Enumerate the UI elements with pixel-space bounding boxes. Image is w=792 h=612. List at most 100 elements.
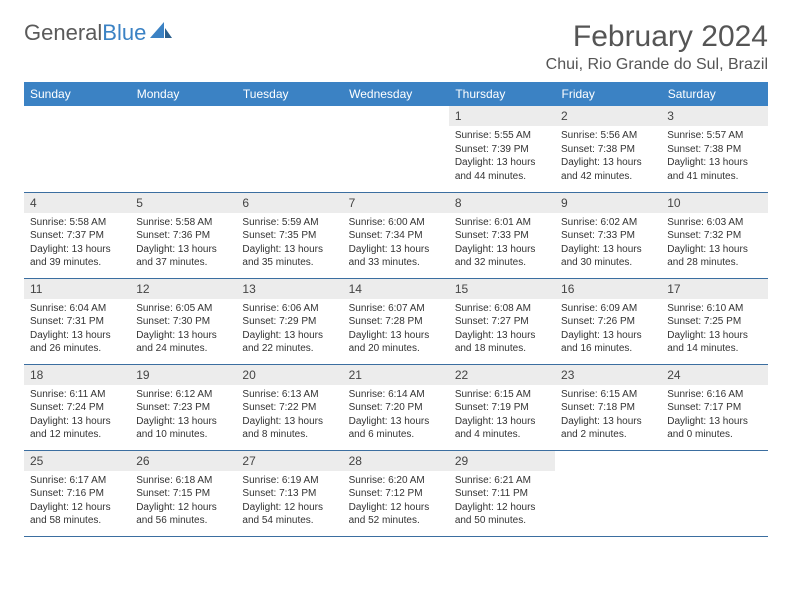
day-detail-line: Sunset: 7:20 PM — [349, 401, 443, 415]
day-detail-line: and 6 minutes. — [349, 428, 443, 442]
day-detail-line: Daylight: 13 hours — [30, 243, 124, 257]
day-detail-line: Sunset: 7:38 PM — [561, 143, 655, 157]
day-detail-line: Sunset: 7:27 PM — [455, 315, 549, 329]
calendar-cell: 22Sunrise: 6:15 AMSunset: 7:19 PMDayligh… — [449, 364, 555, 450]
day-details: Sunrise: 6:12 AMSunset: 7:23 PMDaylight:… — [130, 385, 236, 446]
day-number: 7 — [343, 193, 449, 213]
day-detail-line: Daylight: 13 hours — [455, 243, 549, 257]
day-number: 6 — [236, 193, 342, 213]
day-detail-line: Sunrise: 6:15 AM — [455, 388, 549, 402]
calendar-cell: .. — [555, 450, 661, 536]
calendar-cell: 25Sunrise: 6:17 AMSunset: 7:16 PMDayligh… — [24, 450, 130, 536]
day-number: 4 — [24, 193, 130, 213]
day-detail-line: and 10 minutes. — [136, 428, 230, 442]
day-number: 11 — [24, 279, 130, 299]
day-detail-line: Sunset: 7:12 PM — [349, 487, 443, 501]
day-details: Sunrise: 6:10 AMSunset: 7:25 PMDaylight:… — [661, 299, 767, 360]
calendar-cell: 17Sunrise: 6:10 AMSunset: 7:25 PMDayligh… — [661, 278, 767, 364]
day-detail-line: Sunset: 7:28 PM — [349, 315, 443, 329]
day-details: Sunrise: 6:20 AMSunset: 7:12 PMDaylight:… — [343, 471, 449, 532]
month-title: February 2024 — [546, 20, 768, 54]
day-detail-line: Daylight: 13 hours — [349, 329, 443, 343]
day-detail-line: Daylight: 13 hours — [136, 243, 230, 257]
calendar-week: 11Sunrise: 6:04 AMSunset: 7:31 PMDayligh… — [24, 278, 768, 364]
day-detail-line: and 41 minutes. — [667, 170, 761, 184]
day-detail-line: and 37 minutes. — [136, 256, 230, 270]
day-detail-line: and 8 minutes. — [242, 428, 336, 442]
logo-text-blue: Blue — [102, 20, 146, 46]
calendar-week: 4Sunrise: 5:58 AMSunset: 7:37 PMDaylight… — [24, 192, 768, 278]
day-details: Sunrise: 5:56 AMSunset: 7:38 PMDaylight:… — [555, 126, 661, 187]
day-number: 24 — [661, 365, 767, 385]
day-detail-line: and 54 minutes. — [242, 514, 336, 528]
day-details: Sunrise: 6:21 AMSunset: 7:11 PMDaylight:… — [449, 471, 555, 532]
calendar-cell: 1Sunrise: 5:55 AMSunset: 7:39 PMDaylight… — [449, 106, 555, 192]
calendar-week: ........1Sunrise: 5:55 AMSunset: 7:39 PM… — [24, 106, 768, 192]
calendar-cell: 21Sunrise: 6:14 AMSunset: 7:20 PMDayligh… — [343, 364, 449, 450]
day-number: 26 — [130, 451, 236, 471]
day-details: Sunrise: 6:14 AMSunset: 7:20 PMDaylight:… — [343, 385, 449, 446]
day-detail-line: Daylight: 13 hours — [455, 156, 549, 170]
day-details: Sunrise: 5:55 AMSunset: 7:39 PMDaylight:… — [449, 126, 555, 187]
day-detail-line: Daylight: 13 hours — [349, 243, 443, 257]
day-detail-line: Daylight: 13 hours — [242, 243, 336, 257]
day-detail-line: and 18 minutes. — [455, 342, 549, 356]
day-detail-line: Sunrise: 6:14 AM — [349, 388, 443, 402]
day-detail-line: Sunrise: 6:04 AM — [30, 302, 124, 316]
day-detail-line: Daylight: 12 hours — [349, 501, 443, 515]
day-detail-line: Daylight: 13 hours — [667, 243, 761, 257]
day-detail-line: and 44 minutes. — [455, 170, 549, 184]
calendar-cell: 4Sunrise: 5:58 AMSunset: 7:37 PMDaylight… — [24, 192, 130, 278]
calendar-cell: 23Sunrise: 6:15 AMSunset: 7:18 PMDayligh… — [555, 364, 661, 450]
location: Chui, Rio Grande do Sul, Brazil — [546, 56, 768, 74]
day-detail-line: Sunset: 7:37 PM — [30, 229, 124, 243]
day-detail-line: Sunrise: 6:21 AM — [455, 474, 549, 488]
day-details: Sunrise: 6:17 AMSunset: 7:16 PMDaylight:… — [24, 471, 130, 532]
calendar-cell: 6Sunrise: 5:59 AMSunset: 7:35 PMDaylight… — [236, 192, 342, 278]
day-detail-line: Sunrise: 6:07 AM — [349, 302, 443, 316]
day-number: 12 — [130, 279, 236, 299]
day-detail-line: Sunrise: 6:17 AM — [30, 474, 124, 488]
day-detail-line: Daylight: 12 hours — [136, 501, 230, 515]
day-number: 16 — [555, 279, 661, 299]
day-detail-line: Sunrise: 6:03 AM — [667, 216, 761, 230]
day-detail-line: and 4 minutes. — [455, 428, 549, 442]
day-number: 19 — [130, 365, 236, 385]
day-detail-line: and 22 minutes. — [242, 342, 336, 356]
calendar-cell: .. — [236, 106, 342, 192]
day-detail-line: Sunset: 7:19 PM — [455, 401, 549, 415]
day-details: Sunrise: 5:57 AMSunset: 7:38 PMDaylight:… — [661, 126, 767, 187]
day-detail-line: Sunrise: 6:02 AM — [561, 216, 655, 230]
day-detail-line: and 50 minutes. — [455, 514, 549, 528]
calendar-cell: 7Sunrise: 6:00 AMSunset: 7:34 PMDaylight… — [343, 192, 449, 278]
calendar-cell: 26 Sunrise: 6:18 AMSunset: 7:15 PMDayligh… — [130, 450, 236, 536]
day-detail-line: Sunrise: 6:18 AM — [136, 474, 230, 488]
day-detail-line: Daylight: 13 hours — [30, 329, 124, 343]
day-details: Sunrise: 5:58 AMSunset: 7:37 PMDaylight:… — [24, 213, 130, 274]
day-detail-line: Sunset: 7:15 PM — [136, 487, 230, 501]
day-detail-line: Sunset: 7:22 PM — [242, 401, 336, 415]
day-detail-line: and 28 minutes. — [667, 256, 761, 270]
day-detail-line: Daylight: 13 hours — [136, 329, 230, 343]
day-detail-line: Sunrise: 6:10 AM — [667, 302, 761, 316]
day-detail-line: Sunset: 7:38 PM — [667, 143, 761, 157]
day-detail-line: Sunrise: 6:00 AM — [349, 216, 443, 230]
day-number: 3 — [661, 106, 767, 126]
calendar-week: 25Sunrise: 6:17 AMSunset: 7:16 PMDayligh… — [24, 450, 768, 536]
day-detail-line: and 52 minutes. — [349, 514, 443, 528]
calendar-cell: .. — [24, 106, 130, 192]
day-details: Sunrise: 5:58 AMSunset: 7:36 PMDaylight:… — [130, 213, 236, 274]
day-detail-line: Daylight: 13 hours — [667, 415, 761, 429]
calendar-cell: 14Sunrise: 6:07 AMSunset: 7:28 PMDayligh… — [343, 278, 449, 364]
day-detail-line: Daylight: 12 hours — [242, 501, 336, 515]
day-detail-line: Sunrise: 6:06 AM — [242, 302, 336, 316]
day-detail-line: Sunrise: 5:59 AM — [242, 216, 336, 230]
day-number: 29 — [449, 451, 555, 471]
day-number: 13 — [236, 279, 342, 299]
day-detail-line: Sunset: 7:25 PM — [667, 315, 761, 329]
day-header: Thursday — [449, 82, 555, 106]
day-number: 17 — [661, 279, 767, 299]
day-detail-line: Sunrise: 6:12 AM — [136, 388, 230, 402]
day-detail-line: Daylight: 12 hours — [455, 501, 549, 515]
day-detail-line: and 42 minutes. — [561, 170, 655, 184]
